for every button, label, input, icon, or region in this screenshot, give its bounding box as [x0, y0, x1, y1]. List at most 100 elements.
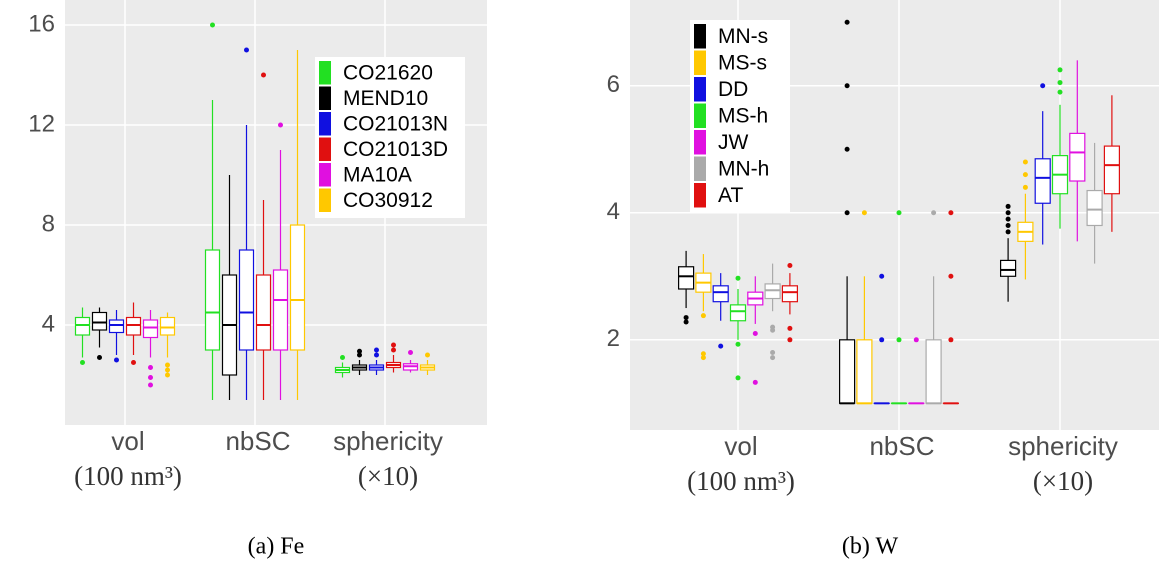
outlier [340, 355, 345, 360]
outlier [425, 353, 430, 358]
legend-label: CO30912 [343, 189, 433, 212]
caption: (b) W [842, 534, 899, 560]
legend-swatch [319, 87, 331, 111]
box-body [127, 318, 141, 336]
outlier [1006, 210, 1011, 215]
outlier [862, 210, 867, 215]
y-tick-label: 4 [42, 310, 55, 337]
outlier [736, 375, 741, 380]
legend-label: DD [718, 78, 748, 101]
x-tick-label: nbSC [225, 426, 290, 456]
box-body [1070, 133, 1085, 181]
x-tick-sublabel: (×10) [1033, 466, 1093, 496]
legend-label: JW [718, 131, 749, 154]
outlier [1023, 159, 1028, 164]
x-tick-label: vol [111, 426, 144, 456]
x-tick-sublabel: (100 nm³) [687, 466, 795, 496]
box-body [291, 225, 305, 350]
legend-label: CO21013N [343, 112, 448, 135]
legend-swatch [694, 130, 706, 155]
outlier [131, 360, 136, 365]
outlier [845, 83, 850, 88]
outlier [1006, 229, 1011, 234]
outlier [897, 337, 902, 342]
outlier [701, 313, 706, 318]
legend-label: AT [718, 184, 743, 207]
legend-swatch [694, 104, 706, 129]
outlier [165, 368, 170, 373]
outlier [736, 276, 741, 281]
outlier [948, 274, 953, 279]
y-tick-label: 4 [607, 198, 620, 225]
outlier [845, 210, 850, 215]
box-body [857, 340, 872, 404]
outlier [948, 210, 953, 215]
legend-label: MS-h [718, 104, 768, 127]
box-body [679, 267, 694, 289]
outlier [80, 360, 85, 365]
outlier [374, 353, 379, 358]
outlier [357, 349, 362, 354]
outlier [244, 48, 249, 53]
outlier [261, 73, 266, 78]
outlier [374, 348, 379, 353]
outlier [931, 210, 936, 215]
legend-swatch [319, 189, 331, 213]
outlier [391, 348, 396, 353]
y-tick-label: 6 [607, 71, 620, 98]
x-tick-label: vol [724, 431, 757, 461]
legend-label: MS-s [718, 51, 767, 74]
outlier [1040, 83, 1045, 88]
y-tick-label: 8 [42, 210, 55, 237]
box-body [1087, 191, 1102, 226]
box-body [1001, 260, 1016, 276]
outlier [701, 355, 706, 360]
x-tick-sublabel: (×10) [358, 461, 418, 491]
outlier [148, 383, 153, 388]
outlier [787, 337, 792, 342]
outlier [787, 326, 792, 331]
outlier [210, 23, 215, 28]
caption: (a) Fe [248, 534, 305, 560]
box-body [110, 320, 124, 333]
legend-swatch [319, 112, 331, 136]
outlier [770, 328, 775, 333]
box-body [713, 286, 728, 302]
outlier [391, 343, 396, 348]
legend-swatch [694, 51, 706, 76]
outlier [114, 358, 119, 363]
outlier [787, 263, 792, 268]
outlier [165, 373, 170, 378]
outlier [1058, 80, 1063, 85]
outlier [1058, 90, 1063, 95]
outlier [165, 363, 170, 368]
outlier [770, 355, 775, 360]
box-body [93, 313, 107, 331]
box-body [1104, 146, 1119, 194]
legend-swatch [694, 77, 706, 102]
legend-label: MA10A [343, 163, 412, 186]
box-body [206, 250, 220, 350]
outlier [148, 375, 153, 380]
outlier [897, 210, 902, 215]
outlier [879, 274, 884, 279]
x-tick-sublabel: (100 nm³) [74, 461, 182, 491]
y-tick-label: 2 [607, 325, 620, 352]
x-tick-label: sphericity [1008, 431, 1118, 461]
legend-label: MEND10 [343, 87, 428, 110]
outlier [753, 380, 758, 385]
box-body [926, 340, 941, 404]
legend-swatch [694, 24, 706, 49]
outlier [736, 342, 741, 347]
box-body [731, 305, 746, 321]
box-body [1035, 159, 1050, 203]
legend-label: MN-h [718, 157, 769, 180]
outlier [718, 344, 723, 349]
outlier [770, 350, 775, 355]
outlier [845, 20, 850, 25]
outlier [845, 147, 850, 152]
box-body [144, 320, 158, 338]
